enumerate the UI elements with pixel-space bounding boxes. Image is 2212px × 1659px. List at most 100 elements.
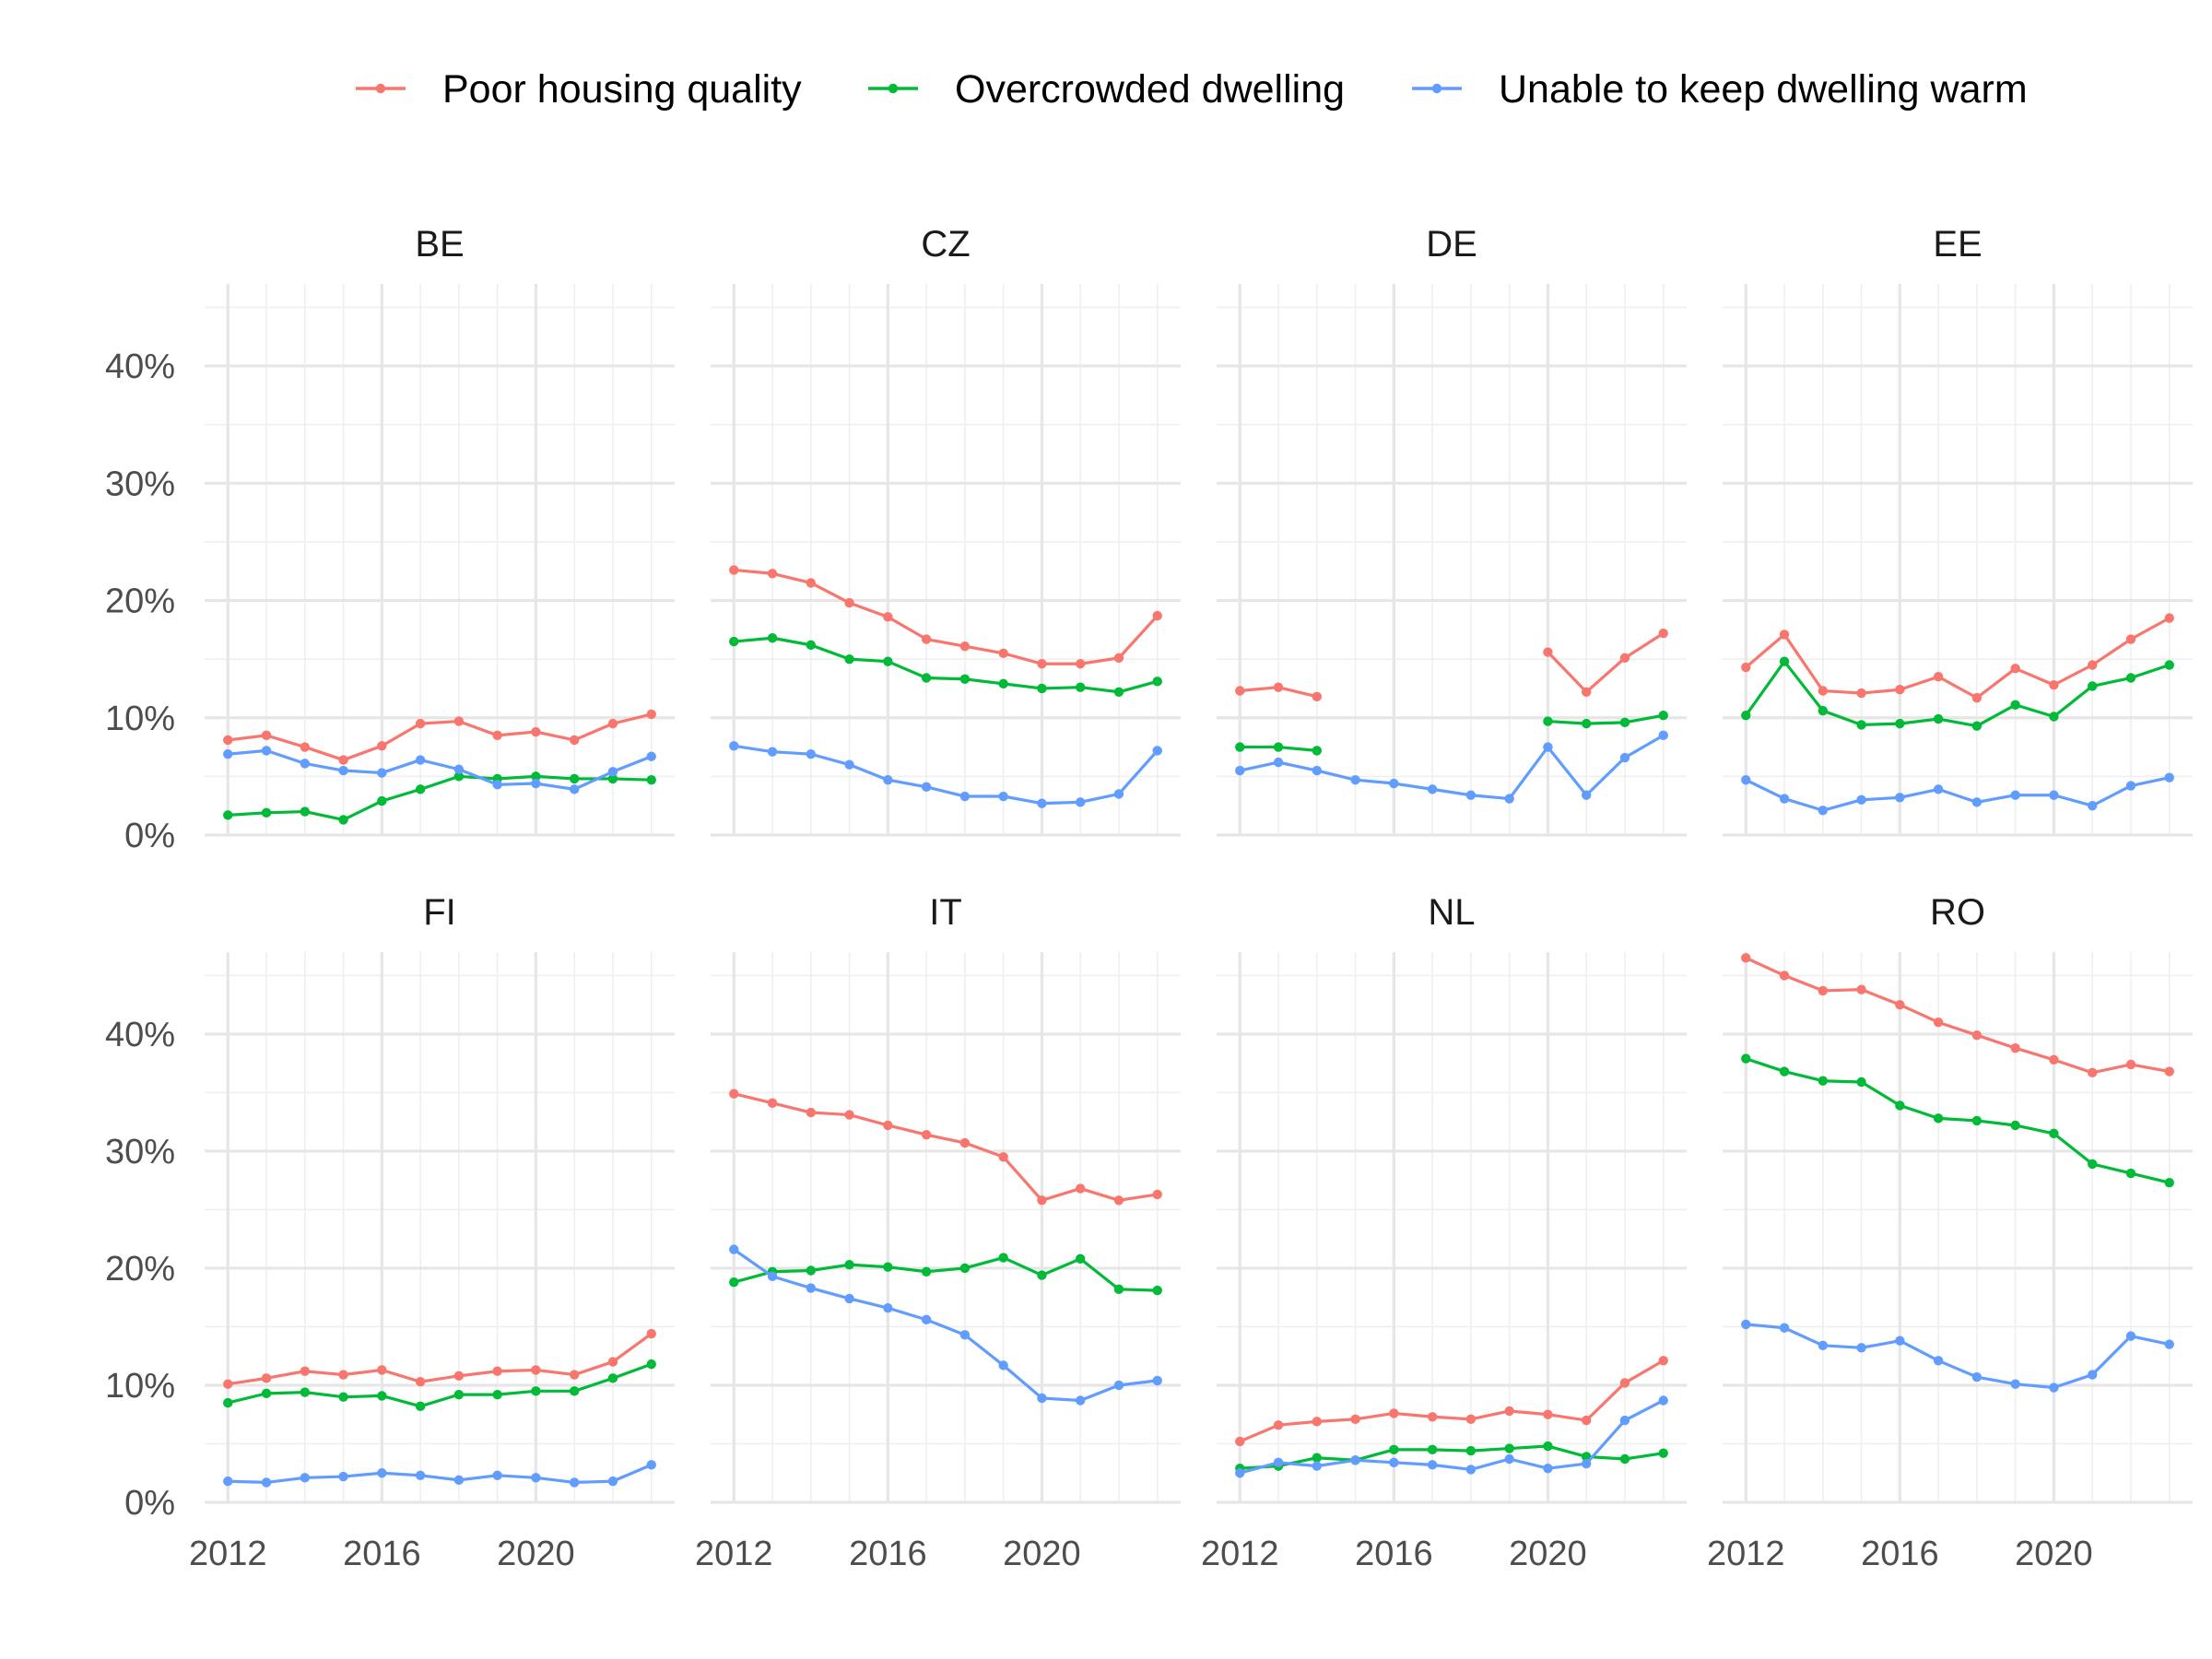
data-point-warm — [1856, 1343, 1866, 1353]
data-point-warm — [1465, 1465, 1477, 1475]
data-point-poor — [2049, 1054, 2059, 1065]
data-point-poor — [453, 1371, 465, 1382]
panel-ro: RO — [1723, 892, 2193, 1504]
data-point-over — [2049, 1128, 2059, 1139]
panel-cz: CZ — [711, 224, 1181, 837]
data-point-poor — [377, 1365, 387, 1375]
data-point-over — [1427, 1444, 1438, 1455]
series-line-warm — [226, 1463, 653, 1485]
facet-strip-label: RO — [1930, 892, 1985, 933]
data-point-over — [1152, 1285, 1162, 1296]
data-point-over — [607, 773, 618, 784]
data-point-over — [1779, 656, 1790, 666]
series-line-warm — [1744, 1323, 2171, 1390]
data-point-poor — [377, 741, 387, 751]
data-point-over — [1933, 1113, 1944, 1124]
data-point-poor — [1933, 672, 1944, 682]
data-point-warm — [338, 765, 348, 776]
data-point-over — [2164, 660, 2174, 670]
data-point-over — [1971, 1115, 1983, 1126]
data-point-over — [883, 1262, 893, 1272]
data-point-warm — [998, 1360, 1008, 1371]
data-point-warm — [1113, 1380, 1124, 1391]
data-point-poor — [2049, 679, 2059, 690]
data-point-warm — [1779, 1323, 1790, 1333]
data-point-poor — [607, 1357, 618, 1367]
data-point-over — [844, 653, 854, 665]
x-tick-label: 2016 — [849, 1535, 927, 1573]
series-line-over — [1546, 713, 1665, 725]
data-point-poor — [415, 1376, 426, 1387]
data-point-poor — [959, 1137, 971, 1148]
series-warm — [1235, 730, 1668, 804]
data-point-poor — [2087, 1067, 2098, 1078]
data-point-over — [569, 773, 580, 784]
data-point-warm — [1658, 730, 1668, 741]
series-poor — [223, 1328, 656, 1389]
data-point-over — [1037, 1270, 1047, 1280]
data-point-warm — [1581, 790, 1592, 800]
data-point-warm — [1933, 1356, 1944, 1366]
data-point-poor — [2125, 1059, 2136, 1070]
data-point-warm — [1273, 1457, 1284, 1468]
series-line-over — [1744, 1056, 2171, 1184]
series-line-over — [226, 1362, 653, 1408]
data-point-poor — [1465, 1414, 1477, 1425]
x-tick-label: 2020 — [1003, 1535, 1081, 1573]
data-point-poor — [453, 716, 465, 726]
x-tick-label: 2012 — [695, 1535, 773, 1573]
data-point-warm — [338, 1471, 348, 1482]
data-point-poor — [492, 730, 502, 741]
data-point-over — [1779, 1066, 1790, 1077]
data-point-over — [1856, 1077, 1866, 1088]
facet-strip-label: DE — [1426, 224, 1477, 265]
series-warm — [1741, 1319, 2174, 1393]
data-point-poor — [1235, 1436, 1245, 1447]
data-point-warm — [646, 751, 656, 761]
data-point-over — [1504, 1443, 1514, 1453]
data-point-poor — [1427, 1412, 1438, 1422]
data-point-warm — [1037, 1393, 1047, 1404]
data-point-over — [1895, 718, 1905, 729]
data-point-warm — [223, 1476, 233, 1487]
panel-be: BE — [205, 224, 675, 837]
data-point-warm — [569, 784, 580, 794]
data-point-poor — [338, 755, 348, 765]
data-point-warm — [646, 1460, 656, 1470]
facet-strip-label: NL — [1428, 892, 1475, 933]
x-tick-label: 2012 — [189, 1535, 267, 1573]
data-point-warm — [1273, 757, 1284, 768]
y-tick-label: 0% — [124, 1484, 175, 1523]
data-point-over — [1658, 711, 1668, 721]
data-point-warm — [300, 1473, 311, 1483]
series-line-poor — [1744, 617, 2171, 700]
data-point-warm — [921, 782, 932, 793]
data-point-over — [377, 795, 387, 806]
series-line-warm — [1238, 1398, 1665, 1475]
series-line-over — [1744, 660, 2171, 728]
series-warm — [223, 1460, 656, 1488]
data-point-over — [2010, 700, 2020, 710]
data-point-warm — [1312, 765, 1323, 776]
facet-strip-label: FI — [423, 892, 456, 933]
data-point-over — [806, 1265, 817, 1276]
data-point-warm — [1037, 798, 1047, 808]
x-tick-label: 2020 — [497, 1535, 575, 1573]
data-point-poor — [729, 565, 739, 575]
data-point-warm — [261, 1477, 272, 1488]
data-point-poor — [223, 735, 233, 746]
data-point-warm — [1741, 775, 1751, 785]
legend-label: Poor housing quality — [442, 67, 802, 112]
series-line-poor — [226, 712, 653, 762]
data-point-over — [2164, 1178, 2174, 1188]
data-point-warm — [1312, 1461, 1323, 1471]
data-point-warm — [607, 1476, 618, 1487]
data-point-poor — [1037, 1195, 1047, 1206]
data-point-warm — [1113, 789, 1124, 799]
series-line-warm — [732, 744, 1159, 806]
data-point-over — [646, 1359, 656, 1370]
data-point-warm — [959, 791, 971, 802]
legend-item-poor: Poor housing quality — [356, 67, 802, 112]
data-point-poor — [492, 1366, 502, 1376]
data-point-warm — [2125, 1331, 2136, 1341]
